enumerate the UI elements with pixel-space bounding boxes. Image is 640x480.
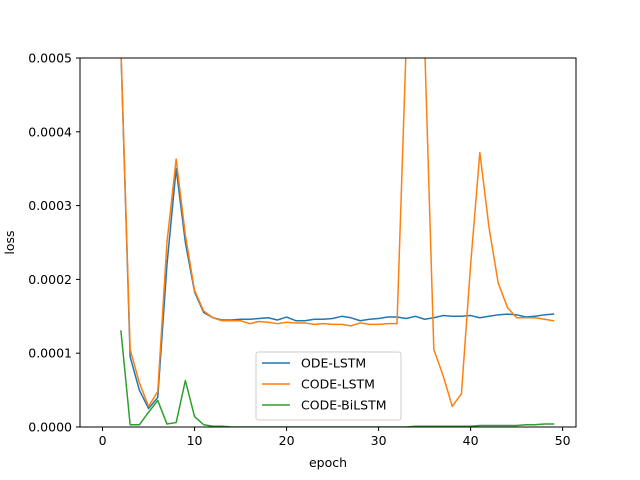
y-tick-label: 0.0001 [28, 346, 72, 361]
y-tick-label: 0.0002 [28, 272, 72, 287]
plot-frame [79, 57, 577, 428]
legend-label: CODE-BiLSTM [301, 398, 387, 413]
y-axis: 0.0000 0.0001 0.0002 0.0003 0.0004 0.0005 [28, 51, 80, 435]
x-axis: 0 10 20 30 40 50 [99, 427, 571, 448]
legend-box [255, 351, 402, 421]
legend-label: CODE-LSTM [301, 377, 375, 392]
x-tick-label: 50 [555, 433, 571, 448]
y-tick-label: 0.0003 [28, 198, 72, 213]
y-tick-label: 0.0000 [28, 420, 72, 435]
x-tick-label: 30 [371, 433, 387, 448]
x-tick-label: 10 [187, 433, 203, 448]
x-tick-label: 0 [99, 433, 107, 448]
x-axis-label: epoch [309, 455, 347, 470]
y-tick-label: 0.0004 [28, 124, 72, 139]
legend: ODE-LSTM CODE-LSTM CODE-BiLSTM [255, 351, 402, 421]
series-line-code-bilstm [120, 330, 555, 427]
legend-label: ODE-LSTM [301, 356, 366, 371]
series-layer [120, 58, 555, 427]
series-line-code-lstm [120, 58, 555, 408]
x-tick-label: 40 [463, 433, 479, 448]
y-axis-label: loss [2, 230, 17, 254]
x-tick-label: 20 [279, 433, 295, 448]
y-tick-label: 0.0005 [28, 51, 72, 66]
